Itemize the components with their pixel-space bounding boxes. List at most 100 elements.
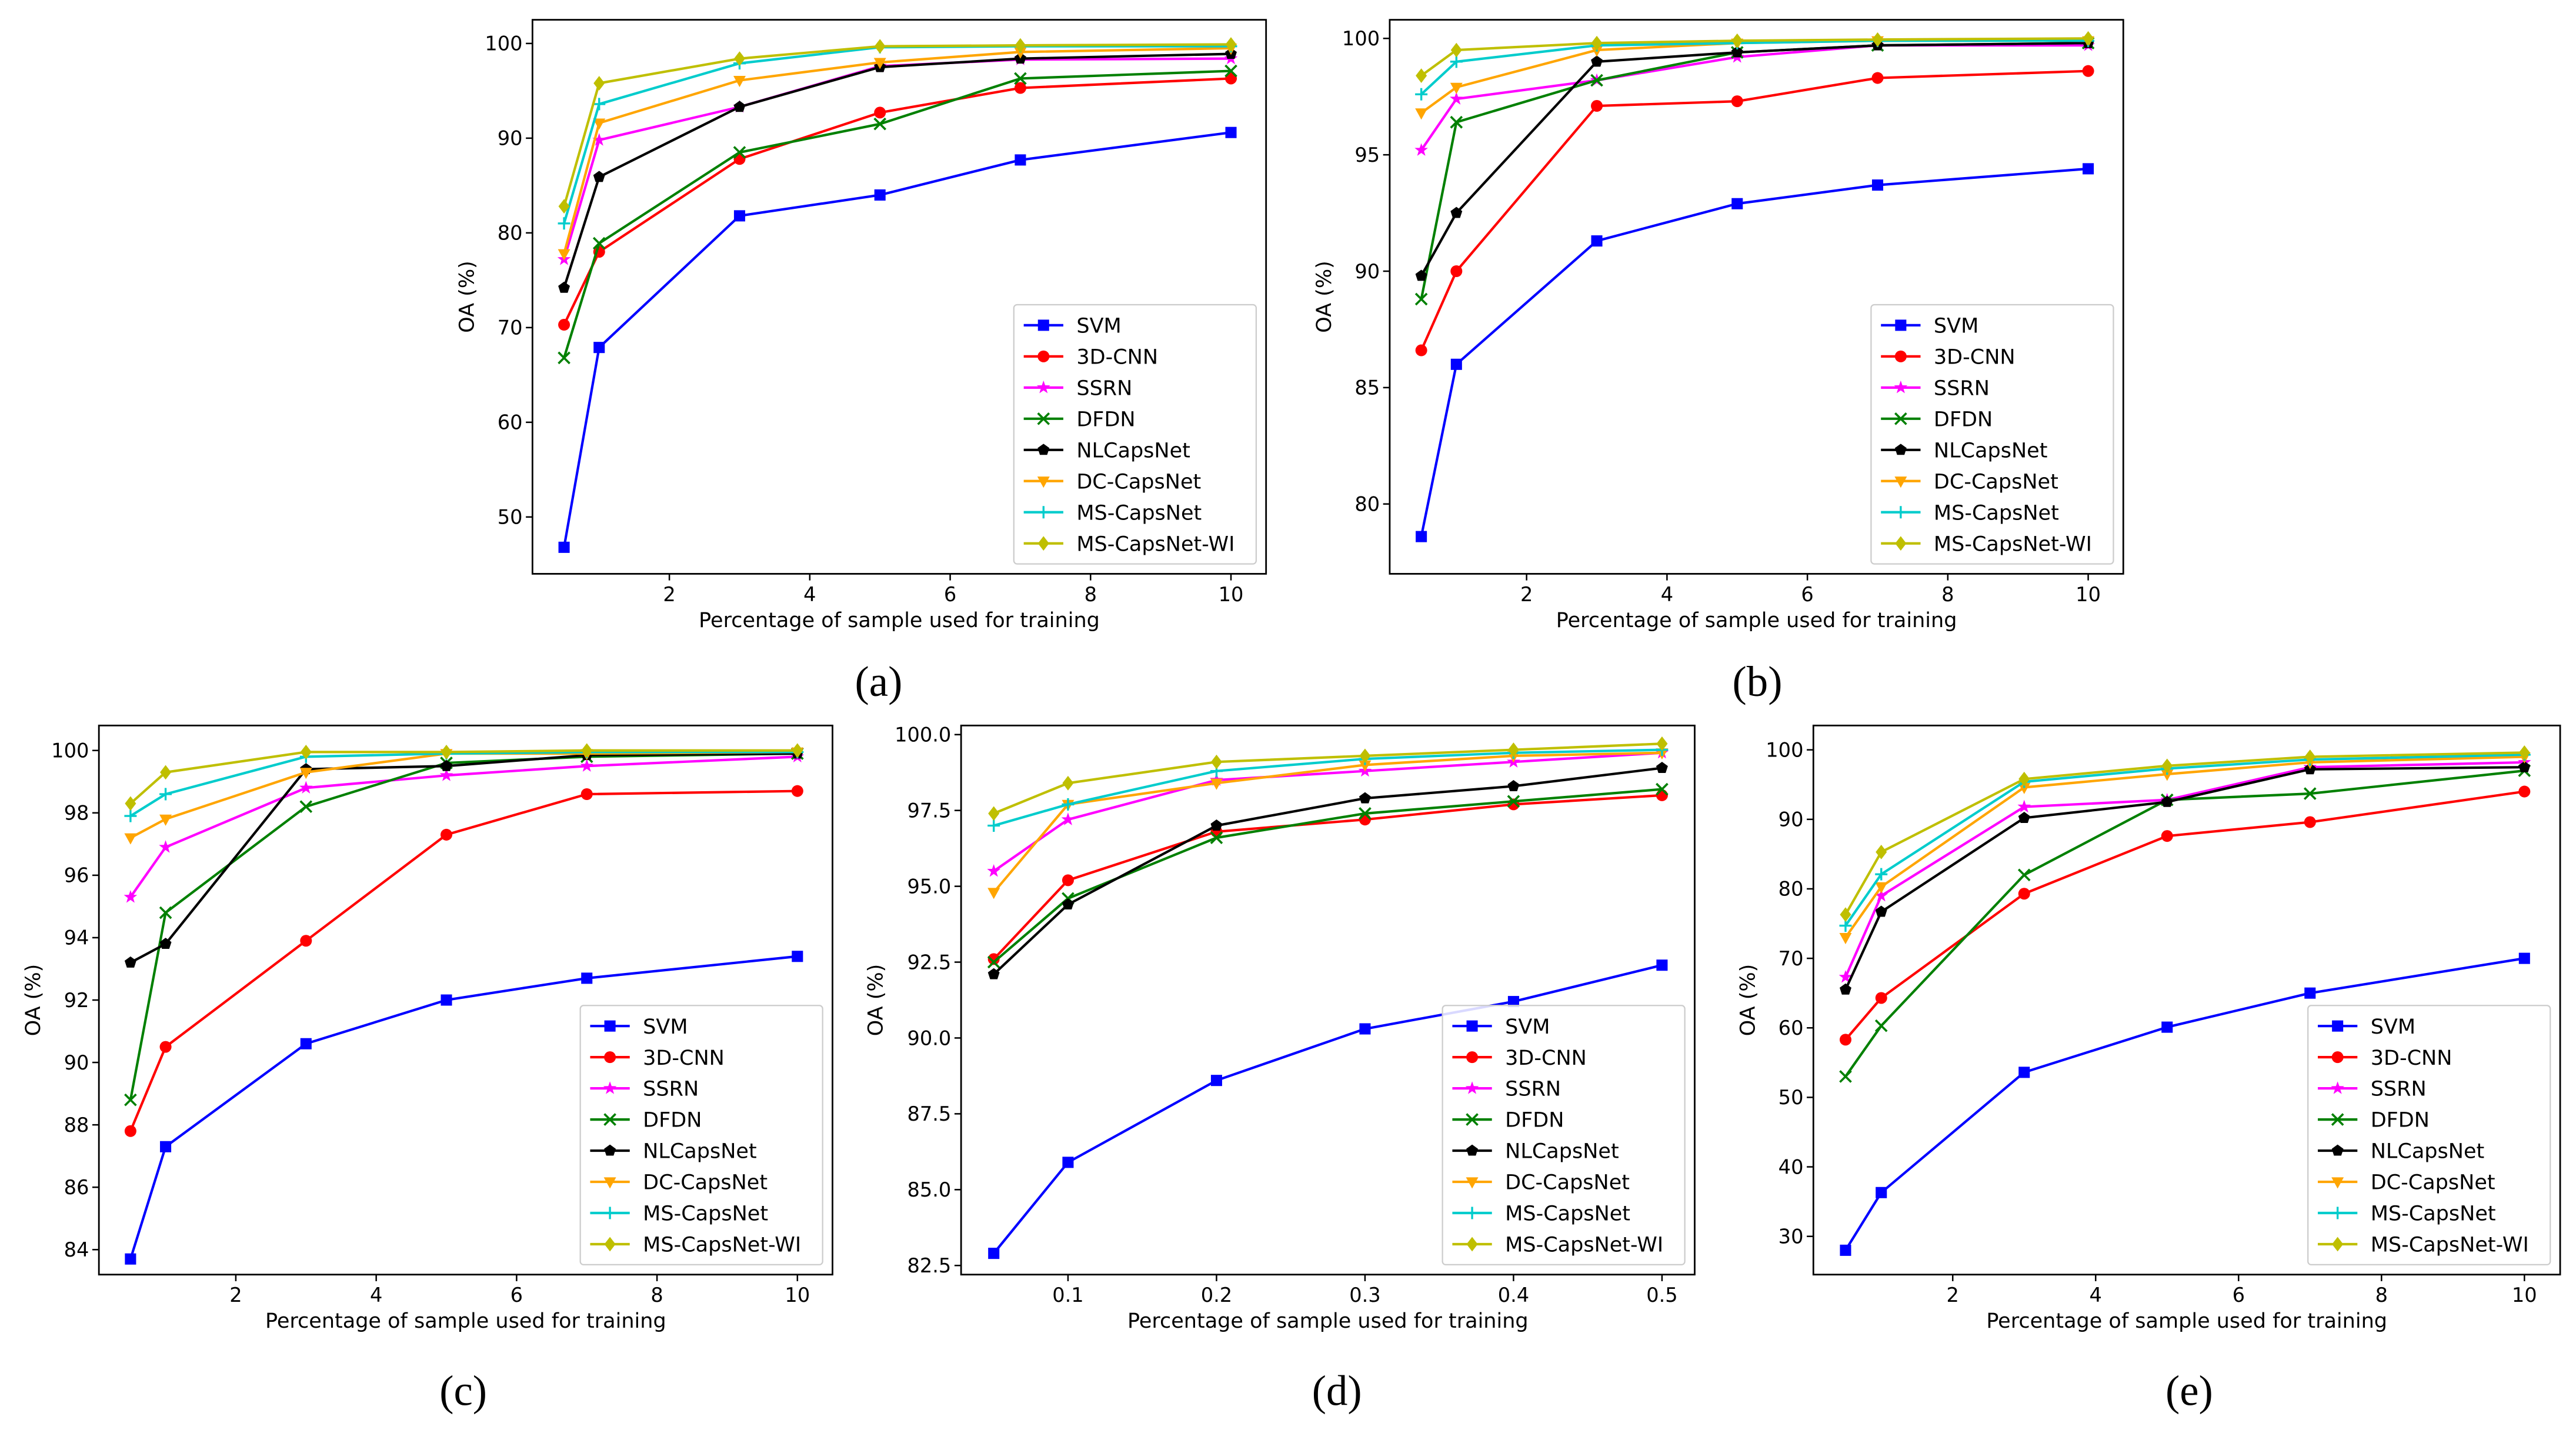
data-point: [2017, 868, 2031, 882]
data-point: [1840, 983, 1851, 995]
legend-label: MS-CapsNet: [2371, 1202, 2496, 1226]
legend-label: DC-CapsNet: [1934, 469, 2058, 494]
legend-label: SVM: [1076, 314, 1121, 338]
series-ms-capsnet-wi: [125, 743, 803, 811]
series-line: [1420, 37, 2088, 77]
data-point: [1731, 95, 1743, 108]
legend-item: NLCapsNet: [590, 1139, 757, 1164]
y-tick-label: 95.0: [907, 875, 951, 898]
legend-item: MS-CapsNet: [2318, 1202, 2496, 1226]
data-point: [160, 1141, 172, 1152]
legend-item: NLCapsNet: [1881, 438, 2047, 462]
data-point: [1415, 344, 1427, 356]
chart-panel-d: 0.1 0.2 0.3 0.4 0.5 82.5 85.0 87.5 90.0 92.5 95.0 9…: [864, 724, 1696, 1414]
x-axis-label: Percentage of sample used for training: [1556, 608, 1957, 632]
y-axis-label: OA (%): [1736, 964, 1760, 1037]
legend-item: 3D-CNN: [1452, 1046, 1587, 1070]
series-svm: [1416, 163, 2094, 542]
legend-marker: [1037, 476, 1050, 488]
data-point: [558, 217, 570, 230]
series-dfdn: [558, 64, 1237, 365]
data-point: [2161, 830, 2173, 842]
legend-marker: [1037, 412, 1050, 425]
data-point: [2161, 758, 2173, 774]
legend-marker: [2331, 1144, 2344, 1156]
legend-marker: [1037, 506, 1050, 519]
data-point: [1014, 82, 1026, 94]
y-tick-label: 96: [64, 864, 89, 887]
data-point: [1450, 358, 1462, 370]
data-point: [1415, 269, 1427, 281]
x-tick-label: 4: [1661, 583, 1673, 606]
legend-label: SVM: [1505, 1015, 1550, 1039]
legend-label: MS-CapsNet-WI: [2371, 1233, 2529, 1257]
legend-marker: [2331, 1113, 2344, 1126]
series-svm: [125, 951, 803, 1265]
data-point: [873, 117, 887, 131]
legend-item: SSRN: [1023, 376, 1132, 400]
y-axis-label: OA (%): [21, 964, 45, 1037]
x-tick-label: 0.5: [1646, 1284, 1677, 1307]
series-line: [563, 46, 1232, 254]
legend-item: MS-CapsNet-WI: [1023, 532, 1234, 556]
panel-label: (a): [855, 658, 903, 705]
x-tick-label: 4: [803, 583, 816, 606]
series-nlcapsnet: [1840, 761, 2531, 995]
legend-item: DFDN: [1881, 407, 1993, 431]
y-tick-label: 84: [64, 1238, 89, 1261]
data-point: [1210, 778, 1223, 790]
y-tick-label: 80: [1354, 493, 1380, 516]
legend-item: DFDN: [1452, 1108, 1564, 1132]
data-point: [1416, 68, 1427, 83]
data-point: [1840, 907, 1851, 922]
x-tick-label: 8: [2375, 1284, 2388, 1307]
legend-item: MS-CapsNet-WI: [590, 1233, 801, 1257]
data-point: [1359, 760, 1372, 772]
data-point: [1656, 782, 1669, 796]
legend-item: MS-CapsNet: [1023, 501, 1202, 525]
y-tick-label: 80: [1778, 878, 1804, 901]
data-point: [1871, 72, 1884, 84]
data-point: [873, 58, 886, 69]
chart-panel-b: 2 4 6 8 10 80 85 90 95 100 Percentage of sample us…: [1312, 19, 2124, 705]
data-point: [441, 994, 452, 1006]
data-point: [1871, 179, 1884, 191]
data-point: [791, 785, 803, 797]
legend-label: NLCapsNet: [643, 1139, 757, 1164]
series-line: [993, 767, 1663, 975]
legend-label: MS-CapsNet-WI: [1505, 1233, 1663, 1257]
series-line: [1844, 766, 2525, 991]
y-tick-label: 95: [1354, 144, 1380, 166]
data-point: [1224, 64, 1237, 78]
legend-label: SSRN: [643, 1077, 699, 1101]
data-point: [1591, 235, 1603, 247]
data-point: [1507, 779, 1520, 791]
y-tick-label: 90: [64, 1051, 89, 1074]
y-tick-label: 50: [498, 506, 523, 529]
data-point: [1449, 92, 1463, 105]
legend-marker: [1895, 536, 1907, 551]
data-point: [988, 1248, 1000, 1259]
y-tick-label: 92.5: [907, 951, 951, 974]
y-tick-label: 98: [64, 802, 89, 825]
data-point: [299, 800, 313, 814]
y-tick-label: 87.5: [907, 1102, 951, 1125]
data-point: [592, 236, 606, 250]
data-point: [1875, 992, 1887, 1004]
legend-item: SVM: [1452, 1015, 1550, 1039]
legend-marker: [604, 1144, 616, 1156]
legend-marker: [1037, 319, 1049, 331]
legend-marker: [603, 1113, 616, 1126]
x-tick-label: 6: [2233, 1284, 2245, 1307]
series-line: [563, 52, 1232, 288]
y-tick-label: 60: [1778, 1017, 1804, 1039]
data-point: [2518, 761, 2531, 772]
data-point: [2018, 811, 2030, 823]
y-tick-label: 100: [485, 32, 522, 55]
legend-marker: [1466, 1144, 1479, 1156]
legend-marker: [1036, 380, 1050, 394]
legend-marker: [1466, 1207, 1479, 1219]
x-axis-label: Percentage of sample used for training: [699, 608, 1100, 632]
legend-item: MS-CapsNet: [1881, 501, 2059, 525]
y-tick-label: 88: [64, 1114, 89, 1137]
